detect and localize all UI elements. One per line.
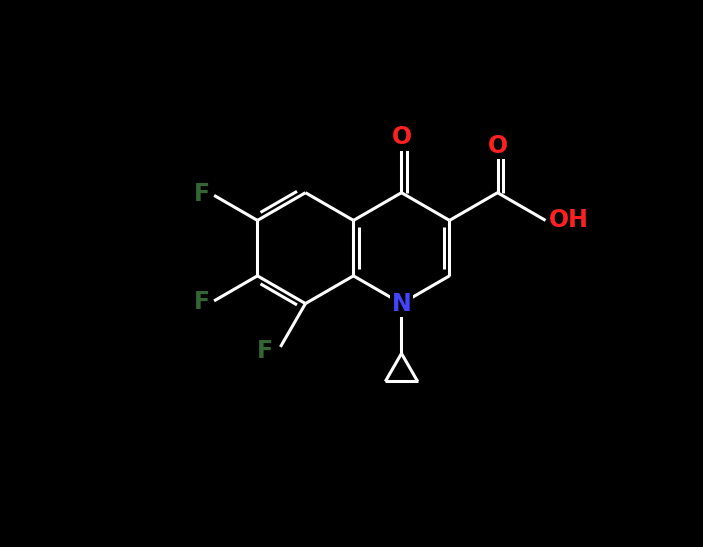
Text: N: N <box>392 292 411 316</box>
Text: F: F <box>194 290 210 315</box>
Text: F: F <box>257 339 273 363</box>
Text: O: O <box>392 125 411 149</box>
Text: OH: OH <box>549 208 589 232</box>
Text: O: O <box>487 133 508 158</box>
Text: F: F <box>194 182 210 206</box>
